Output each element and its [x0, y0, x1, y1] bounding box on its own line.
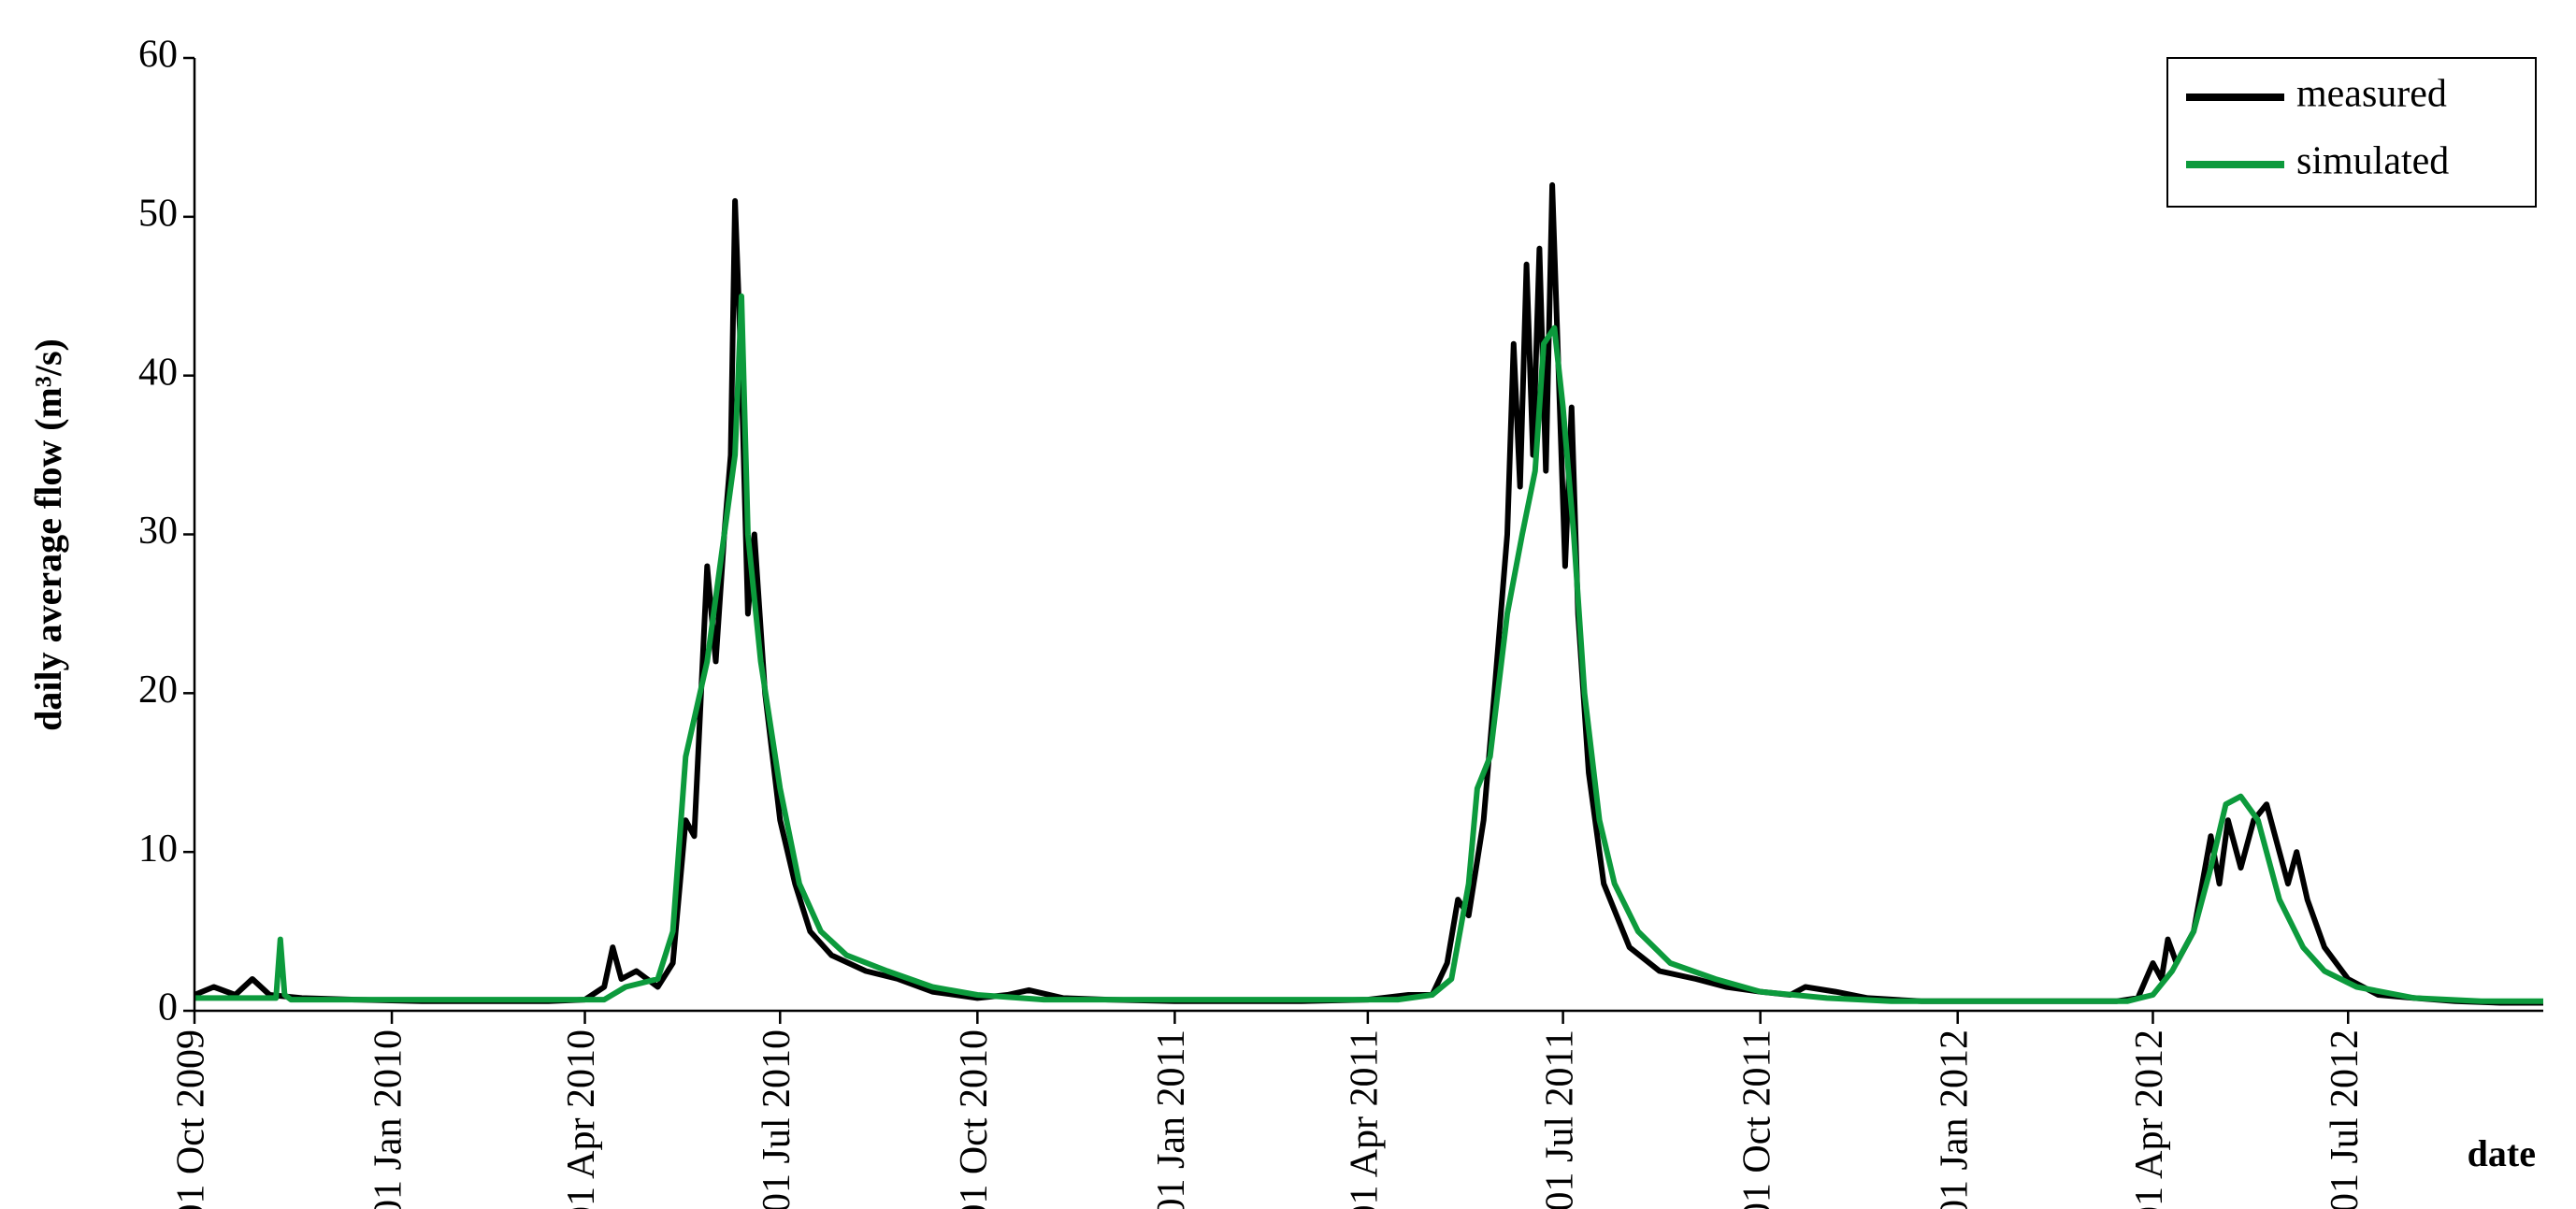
- y-tick-label: 10: [138, 828, 178, 871]
- y-tick-label: 20: [138, 669, 178, 712]
- x-tick-label: 01 Jan 2010: [367, 1029, 410, 1209]
- x-axis-label: date: [2468, 1132, 2536, 1174]
- x-tick-label: 01 Oct 2010: [953, 1029, 996, 1209]
- x-tick-label: 01 Oct 2009: [170, 1029, 213, 1209]
- x-tick-label: 01 Apr 2012: [2128, 1029, 2171, 1209]
- series-line: [194, 293, 2543, 1004]
- x-tick-label: 01 Jan 2011: [1150, 1029, 1193, 1209]
- y-tick-label: 30: [138, 510, 178, 553]
- y-tick-label: 40: [138, 351, 178, 394]
- x-tick-label: 01 Apr 2010: [560, 1029, 603, 1209]
- y-tick-label: 0: [158, 986, 178, 1029]
- legend-label: simulated: [2296, 140, 2449, 183]
- x-tick-label: 01 Jul 2012: [2324, 1029, 2367, 1209]
- x-tick-label: 01 Jul 2010: [756, 1029, 799, 1209]
- legend-box: [2166, 57, 2537, 208]
- y-axis-label: daily average flow (m³/s): [27, 338, 69, 731]
- x-tick-label: 01 Jan 2012: [1933, 1029, 1976, 1209]
- legend-label: measured: [2296, 73, 2447, 116]
- y-tick-label: 50: [138, 192, 178, 235]
- y-tick-label: 60: [138, 34, 178, 77]
- x-tick-label: 01 Apr 2011: [1343, 1029, 1386, 1209]
- x-tick-label: 01 Jul 2011: [1538, 1029, 1581, 1209]
- x-tick-label: 01 Oct 2011: [1735, 1029, 1778, 1209]
